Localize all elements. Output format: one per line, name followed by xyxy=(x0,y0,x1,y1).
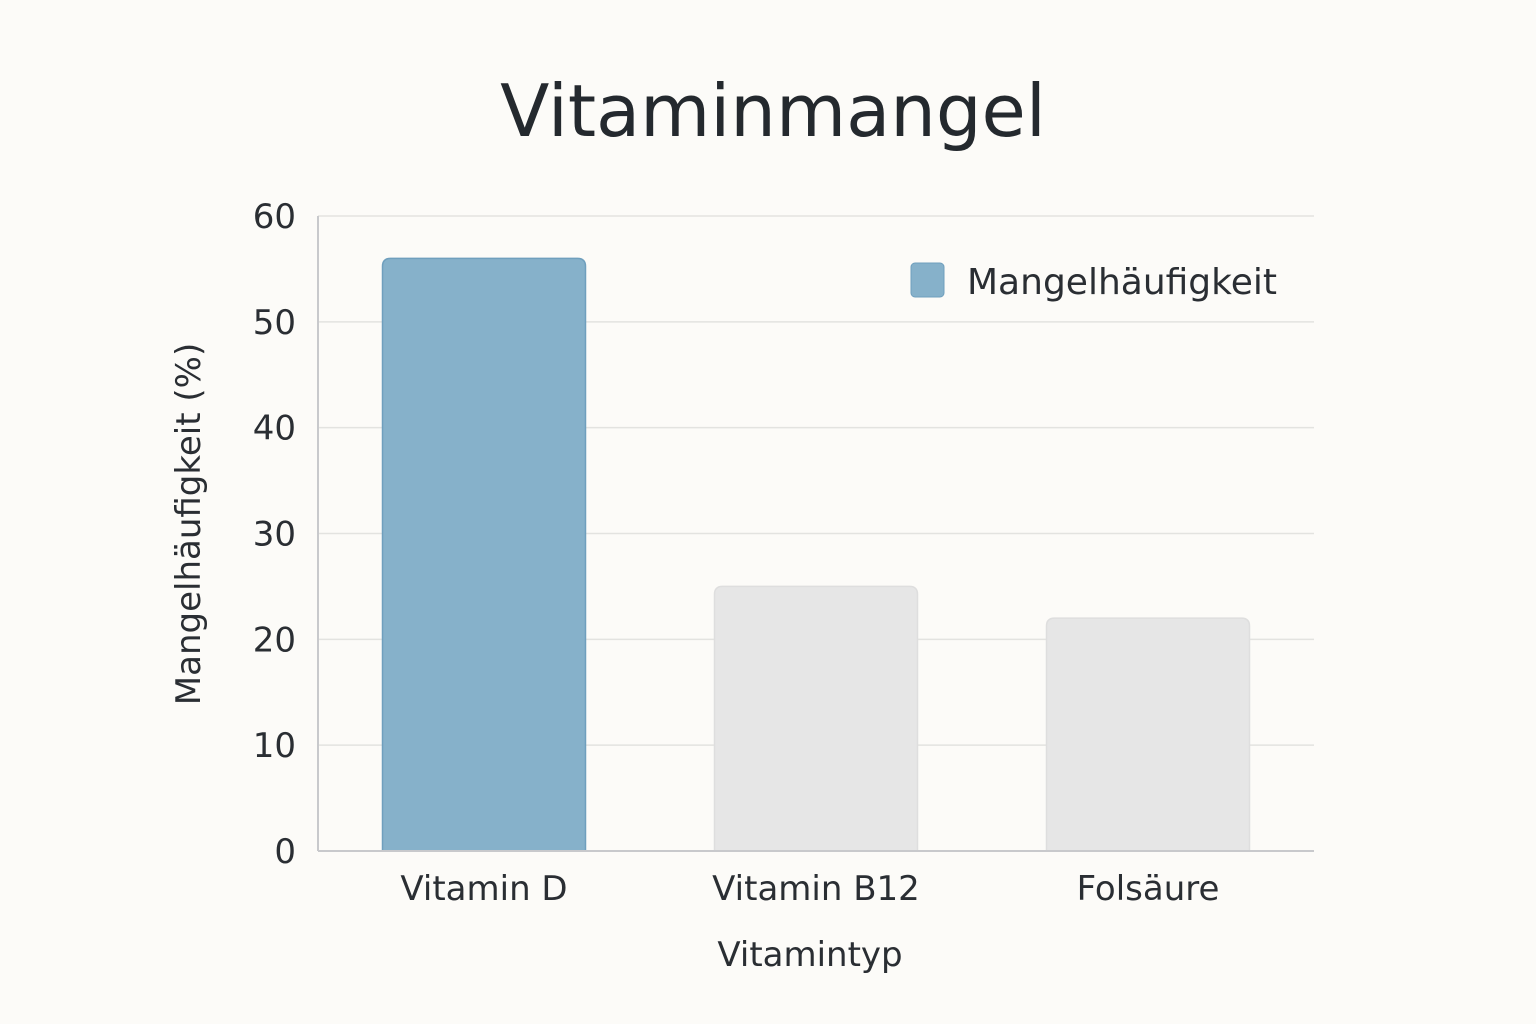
y-tick-label: 20 xyxy=(253,620,296,660)
y-tick-label: 50 xyxy=(253,303,296,343)
y-tick-label: 60 xyxy=(253,197,296,237)
bar-fols-ure xyxy=(1045,617,1251,852)
y-tick-label: 10 xyxy=(253,726,296,766)
legend: Mangelhäufigkeit xyxy=(910,262,1277,303)
y-tick-labels: 0 10 20 30 40 50 60 xyxy=(253,197,296,872)
chart-title: Vitaminmangel xyxy=(500,69,1046,153)
bars xyxy=(381,257,1251,852)
x-tick-label: Vitamin B12 xyxy=(712,869,920,909)
x-tick-labels: Vitamin D Vitamin B12 Folsäure xyxy=(400,869,1219,909)
legend-label: Mangelhäufigkeit xyxy=(967,262,1277,303)
y-axis-label: Mangelhäufigkeit (%) xyxy=(169,343,209,705)
x-tick-label: Vitamin D xyxy=(400,869,567,909)
legend-swatch xyxy=(910,262,945,298)
x-axis-label: Vitamintyp xyxy=(717,935,902,975)
y-tick-label: 30 xyxy=(253,515,296,555)
bar-vitamin-b12 xyxy=(713,585,919,852)
x-tick-label: Folsäure xyxy=(1077,869,1220,909)
y-tick-label: 40 xyxy=(253,409,296,449)
bar-vitamin-d xyxy=(381,257,587,852)
y-tick-label: 0 xyxy=(274,832,296,872)
